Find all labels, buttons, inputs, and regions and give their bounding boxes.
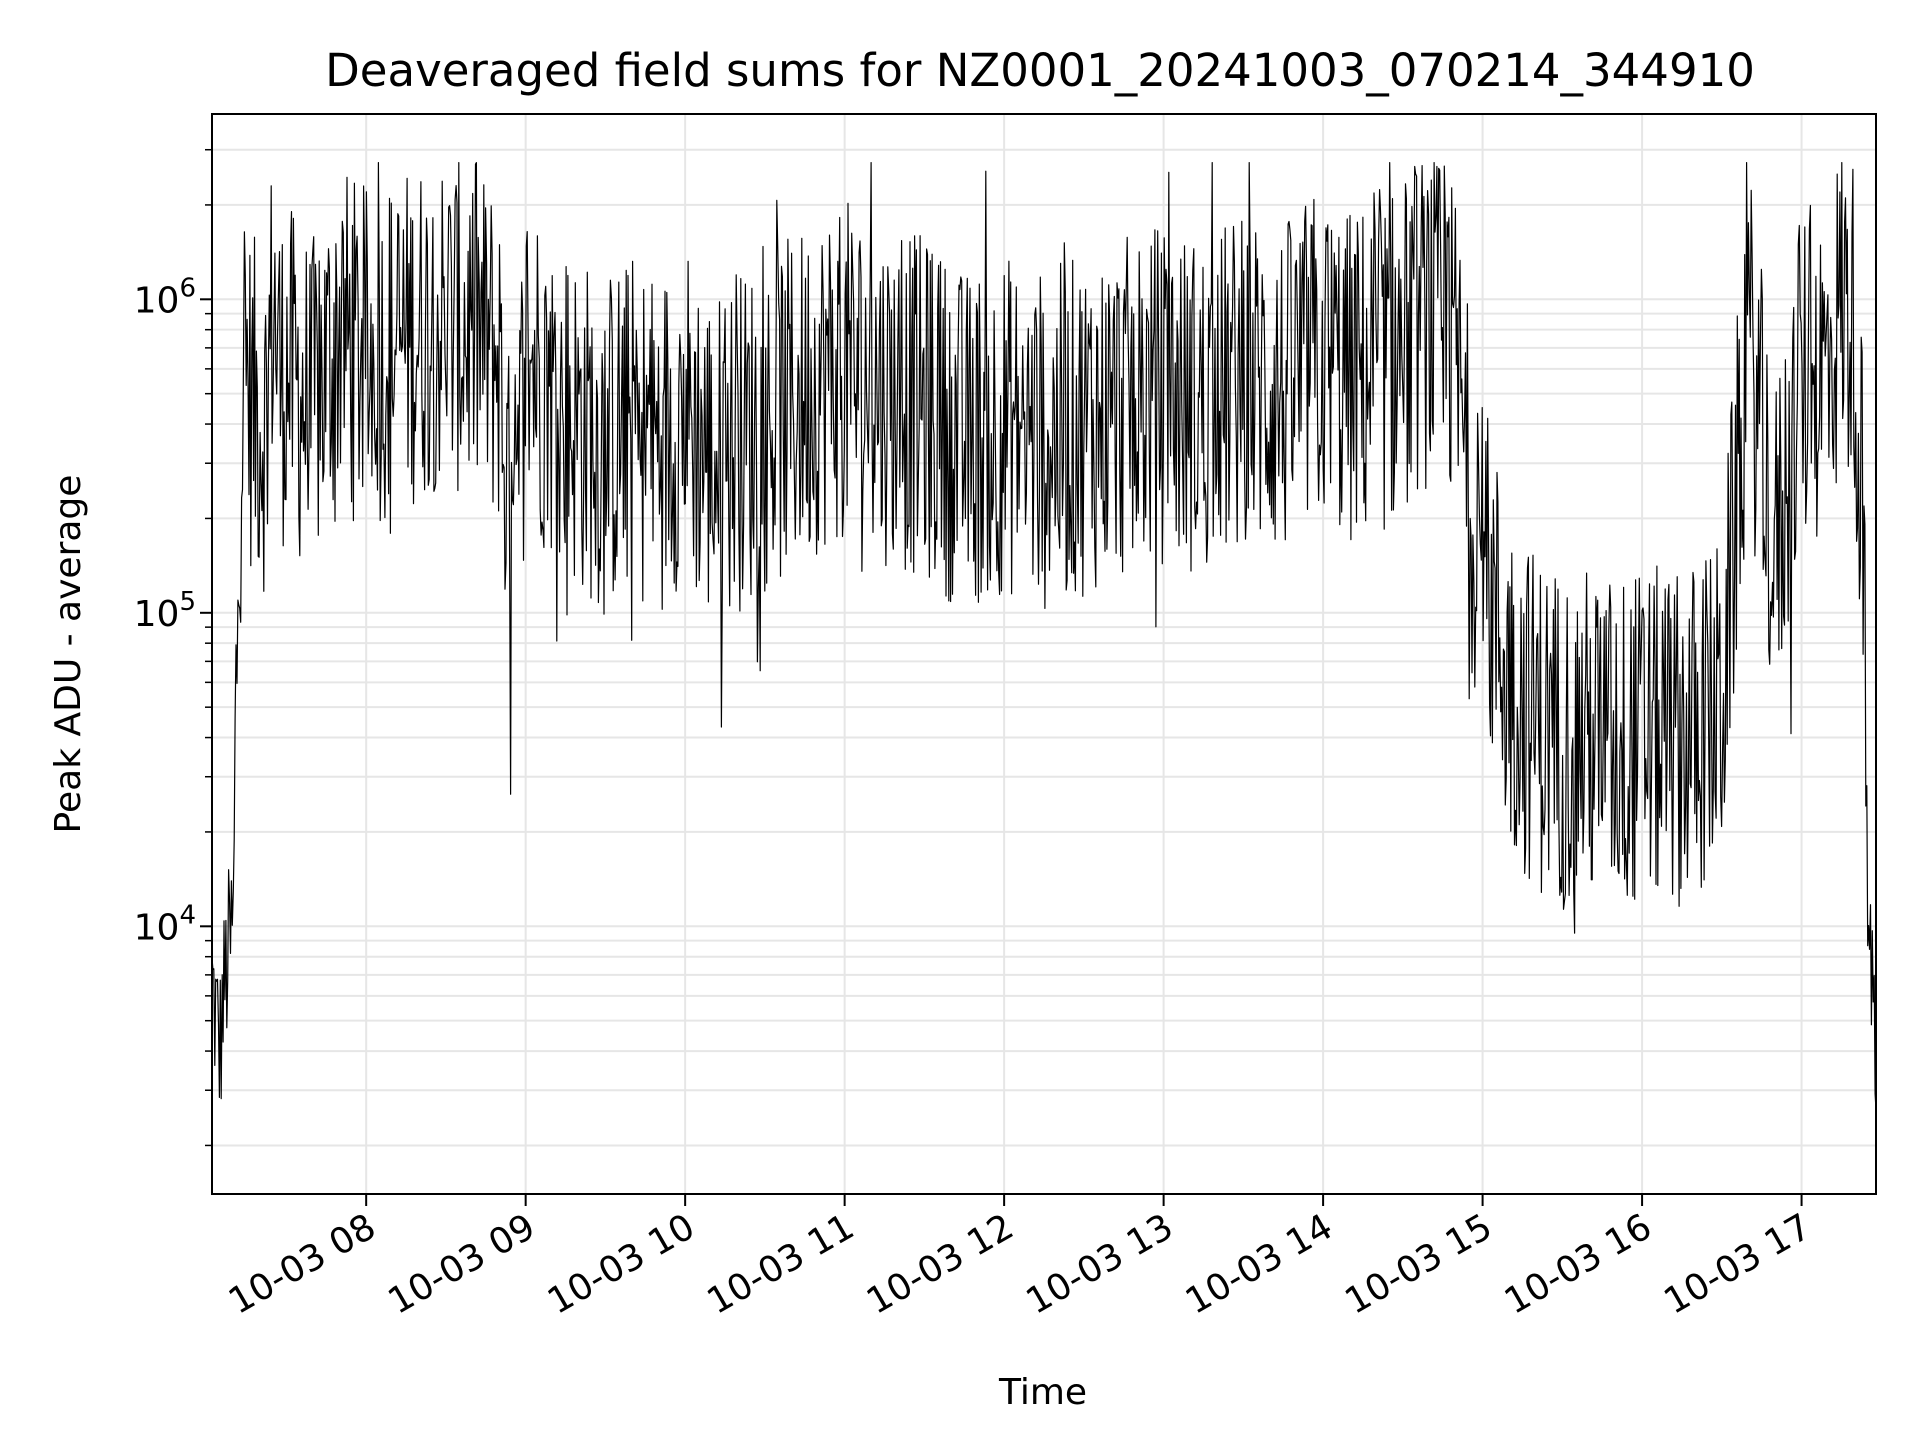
y-axis-label: Peak ADU - average — [48, 475, 89, 834]
plot-frame — [211, 113, 1877, 1195]
x-axis-label: Time — [998, 1372, 1087, 1413]
series-line — [211, 162, 1877, 1110]
y-tick-label: 104 — [134, 900, 196, 948]
plot-area — [211, 162, 1877, 1110]
chart-title: Deaveraged field sums for NZ0001_2024100… — [325, 44, 1755, 97]
